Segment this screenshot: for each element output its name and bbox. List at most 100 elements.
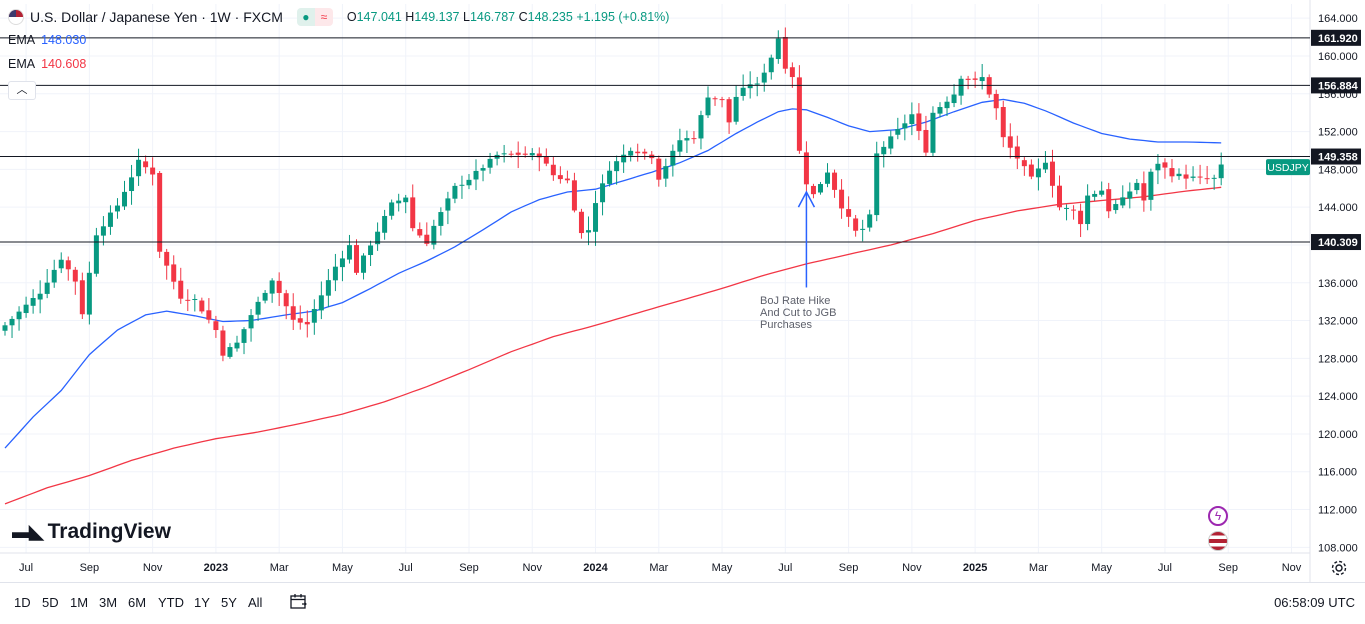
candle (1028, 159, 1034, 180)
candle-body (72, 269, 78, 282)
candle (72, 266, 78, 295)
candle (1092, 190, 1098, 201)
candle-body (817, 184, 823, 193)
data-problem-icon: ≈ (314, 8, 333, 26)
candle (459, 175, 465, 199)
candle (515, 141, 521, 169)
ohlc-readout: O147.041 H149.137 L146.787 C148.235 +1.1… (346, 10, 670, 24)
us-flag-icon[interactable] (1208, 531, 1228, 551)
time-tick-label: Mar (270, 562, 289, 574)
lightning-icon[interactable]: ϟ (1208, 506, 1228, 526)
range-1d[interactable]: 1D (14, 595, 31, 610)
candle (185, 289, 191, 312)
price-axis: 108.000 112.000 116.000 120.000 124.000 128.0… (1318, 13, 1358, 554)
candle-body (754, 83, 760, 85)
candle (1035, 158, 1041, 191)
candle (1049, 149, 1055, 198)
calendar-icon[interactable] (290, 593, 308, 609)
bottom-toolbar: 1D 5D 1M 3M 6M YTD 1Y 5Y All 06:58:09 UT… (0, 582, 1365, 624)
candle-body (642, 151, 648, 154)
candle (698, 110, 704, 150)
candle (564, 170, 570, 184)
candle-body (114, 205, 120, 212)
candle (136, 148, 142, 186)
range-ytd[interactable]: YTD (158, 595, 184, 610)
candle (958, 75, 964, 105)
range-all[interactable]: All (248, 595, 263, 610)
candle (93, 227, 99, 277)
ema-fast-legend[interactable]: EMA 148.030 (8, 33, 87, 47)
candle-body (1169, 168, 1175, 177)
candle-body (930, 112, 936, 153)
candle-body (536, 153, 542, 158)
price-tick-label: 132.000 (1318, 316, 1358, 328)
time-tick-label: 2024 (583, 562, 608, 574)
candle (157, 171, 163, 259)
market-status-pill[interactable]: ● ≈ (296, 8, 333, 26)
candle (600, 174, 606, 216)
candle-body (600, 183, 606, 203)
range-5y[interactable]: 5Y (221, 595, 237, 610)
candle-body (51, 269, 57, 283)
candle (1014, 135, 1020, 170)
candle (122, 180, 128, 210)
time-tick-label: Nov (1282, 562, 1302, 574)
candle (297, 305, 303, 330)
candle-body (1007, 136, 1013, 148)
candle (1176, 168, 1182, 180)
candle (438, 207, 444, 236)
settings-gear-icon[interactable] (1330, 559, 1348, 577)
candle (888, 130, 894, 155)
collapse-legend-button[interactable]: ︿ (8, 81, 36, 100)
candle (951, 84, 957, 108)
range-1m[interactable]: 1M (70, 595, 89, 610)
candle (466, 174, 472, 190)
price-tick-label: 160.000 (1318, 51, 1358, 63)
candle-body (1042, 162, 1048, 170)
symbol-tag-label: USDJPY (1267, 162, 1308, 174)
candle-body (972, 78, 978, 80)
range-5d[interactable]: 5D (42, 595, 59, 610)
candle-body (311, 308, 317, 323)
candle (199, 297, 205, 314)
candle (571, 172, 577, 213)
candle-body (614, 161, 620, 172)
candle-body (332, 266, 338, 281)
candle (550, 156, 556, 181)
ema-slow-legend[interactable]: EMA 140.608 (8, 57, 87, 71)
symbol-title[interactable]: U.S. Dollar / Japanese Yen · 1W · FXCM (30, 9, 283, 25)
candle-body (487, 158, 493, 168)
candle-body (515, 152, 521, 155)
candle-body (318, 295, 324, 311)
candle (1007, 123, 1013, 159)
candle-body (150, 167, 156, 175)
range-6m[interactable]: 6M (128, 595, 147, 610)
usd-jpy-flag-icon (8, 9, 24, 25)
candle-body (705, 97, 711, 116)
candle-body (290, 306, 296, 320)
candle-body (860, 228, 866, 230)
range-1y[interactable]: 1Y (194, 595, 210, 610)
candle (368, 240, 374, 266)
candle (754, 76, 760, 97)
candle-body (2, 325, 8, 331)
candle-body (1035, 168, 1041, 178)
candle (107, 205, 113, 235)
candle (58, 252, 64, 274)
candle-body (375, 231, 381, 245)
candle (86, 261, 92, 325)
candle-body (1064, 207, 1070, 209)
candle-body (304, 321, 310, 325)
range-3m[interactable]: 3M (99, 595, 118, 610)
candle (691, 131, 697, 144)
candle (944, 96, 950, 117)
candle-body (361, 255, 367, 273)
candle-body (30, 298, 36, 306)
price-tick-label: 136.000 (1318, 278, 1358, 290)
candle-body (37, 293, 43, 300)
candle (241, 327, 247, 355)
candles (2, 27, 1224, 362)
candle (431, 219, 437, 250)
candle (1127, 182, 1133, 209)
